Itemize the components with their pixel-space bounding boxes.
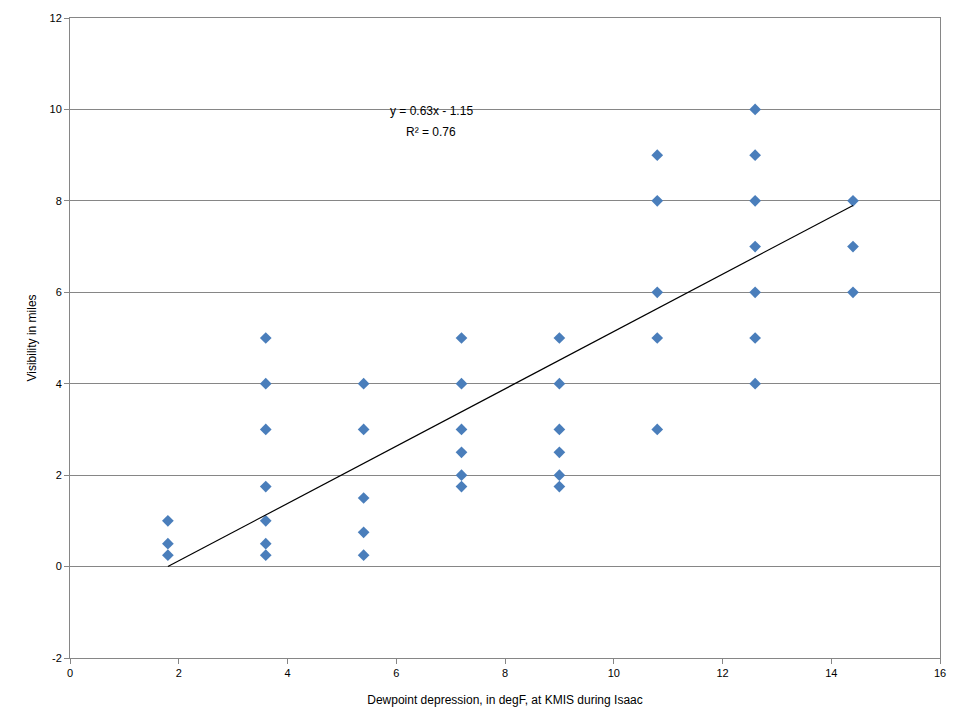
svg-text:R² = 0.76: R² = 0.76	[406, 125, 456, 139]
svg-text:6: 6	[393, 667, 399, 679]
svg-text:Dewpoint depression, in degF,: Dewpoint depression, in degF, at KMIS du…	[367, 693, 642, 707]
svg-text:8: 8	[56, 195, 62, 207]
svg-text:4: 4	[284, 667, 290, 679]
svg-text:y = 0.63x - 1.15: y = 0.63x - 1.15	[390, 104, 473, 118]
svg-text:6: 6	[56, 286, 62, 298]
svg-text:8: 8	[502, 667, 508, 679]
svg-text:10: 10	[50, 103, 62, 115]
svg-text:16: 16	[934, 667, 946, 679]
svg-text:10: 10	[608, 667, 620, 679]
svg-text:14: 14	[825, 667, 837, 679]
svg-text:4: 4	[56, 378, 62, 390]
svg-text:2: 2	[56, 469, 62, 481]
svg-text:12: 12	[716, 667, 728, 679]
svg-text:Visibility in miles: Visibility in miles	[25, 294, 39, 381]
svg-text:0: 0	[67, 667, 73, 679]
svg-text:-2: -2	[52, 652, 62, 664]
svg-text:0: 0	[56, 560, 62, 572]
svg-text:2: 2	[176, 667, 182, 679]
svg-text:12: 12	[50, 12, 62, 24]
